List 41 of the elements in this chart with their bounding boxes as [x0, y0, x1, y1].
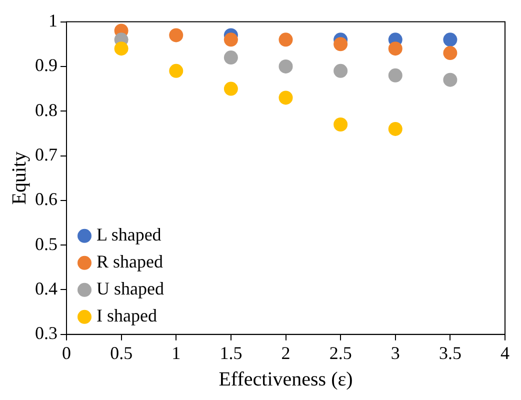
- point: [278, 90, 293, 105]
- point: [278, 32, 293, 47]
- point: [388, 42, 402, 56]
- legend-label: R shaped: [96, 252, 163, 272]
- y-tick-label: 0.9: [35, 55, 58, 76]
- point: [334, 64, 348, 78]
- y-tick-label: 0.5: [35, 234, 58, 254]
- y-tick-label: 0.4: [35, 278, 58, 298]
- y-tick-label: 0.7: [35, 144, 58, 165]
- x-tick-label: 3: [390, 342, 400, 363]
- point: [443, 46, 458, 60]
- x-tick-label: 0: [62, 342, 71, 363]
- x-tick-label: 0.5: [110, 342, 133, 363]
- legend-label: I shaped: [96, 306, 157, 326]
- point: [443, 32, 458, 47]
- x-tick-label: 1.5: [220, 342, 242, 363]
- x-tick-label: 4: [500, 342, 510, 363]
- x-tick-label: 2: [281, 342, 290, 363]
- x-tick-label: 3.5: [438, 342, 462, 363]
- point: [169, 28, 184, 42]
- x-tick-label: 1: [172, 342, 181, 363]
- point: [334, 37, 348, 52]
- point: [443, 72, 458, 87]
- y-tick-label: 0.3: [35, 323, 58, 344]
- x-tick-label: 2.5: [329, 342, 352, 363]
- point: [224, 82, 238, 96]
- x-axis-title: Effectiveness (ε): [218, 368, 353, 390]
- y-tick-label: 0.6: [35, 189, 58, 210]
- y-tick-label: 1: [48, 10, 58, 31]
- point: [224, 32, 238, 47]
- point: [169, 64, 184, 78]
- point: [278, 59, 293, 74]
- point: [334, 118, 348, 132]
- point: [114, 42, 128, 56]
- point: [224, 50, 238, 65]
- point: [388, 122, 402, 136]
- y-axis-title: Equity: [8, 151, 30, 205]
- legend-label: U shaped: [96, 278, 164, 299]
- legend-label: L shaped: [96, 224, 162, 245]
- point: [388, 68, 402, 82]
- y-tick-label: 0.8: [35, 100, 58, 120]
